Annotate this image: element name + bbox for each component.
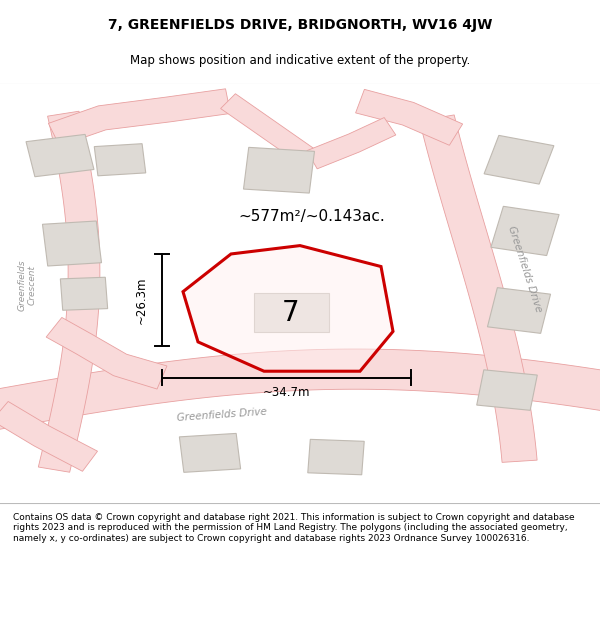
Text: 7: 7 <box>282 299 300 327</box>
Text: Greenfields Drive: Greenfields Drive <box>176 407 268 423</box>
Text: Greenfields
Crescent: Greenfields Crescent <box>17 259 37 311</box>
Text: Greenfields Drive: Greenfields Drive <box>506 224 544 313</box>
Polygon shape <box>491 206 559 256</box>
Polygon shape <box>94 144 146 176</box>
Text: ~34.7m: ~34.7m <box>263 386 311 399</box>
Text: Map shows position and indicative extent of the property.: Map shows position and indicative extent… <box>130 54 470 68</box>
Polygon shape <box>307 118 396 169</box>
Polygon shape <box>46 318 167 389</box>
Polygon shape <box>244 148 314 193</box>
Polygon shape <box>487 288 551 333</box>
Text: Contains OS data © Crown copyright and database right 2021. This information is : Contains OS data © Crown copyright and d… <box>13 513 575 542</box>
Polygon shape <box>38 111 100 473</box>
Polygon shape <box>0 349 600 431</box>
Polygon shape <box>0 401 98 471</box>
Polygon shape <box>221 94 319 167</box>
Polygon shape <box>179 433 241 472</box>
Polygon shape <box>308 439 364 475</box>
Polygon shape <box>356 89 463 145</box>
Polygon shape <box>61 278 107 310</box>
Polygon shape <box>49 89 230 146</box>
Polygon shape <box>484 136 554 184</box>
Text: ~577m²/~0.143ac.: ~577m²/~0.143ac. <box>239 209 385 224</box>
Polygon shape <box>477 370 537 410</box>
Text: ~26.3m: ~26.3m <box>134 276 148 324</box>
Text: 7, GREENFIELDS DRIVE, BRIDGNORTH, WV16 4JW: 7, GREENFIELDS DRIVE, BRIDGNORTH, WV16 4… <box>108 18 492 32</box>
Polygon shape <box>254 292 329 332</box>
Polygon shape <box>419 115 537 463</box>
Polygon shape <box>26 134 94 177</box>
Polygon shape <box>183 246 393 371</box>
Polygon shape <box>43 221 101 266</box>
